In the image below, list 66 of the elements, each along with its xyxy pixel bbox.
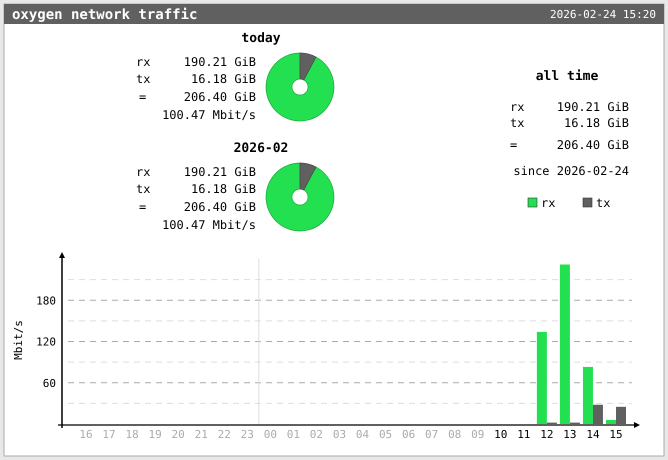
x-tick-label: 07 [425,428,438,441]
x-tick-label: 18 [125,428,139,441]
text: 190.21 GiB [556,100,629,114]
x-tick-label: 01 [286,428,300,441]
text: all time [536,69,598,84]
bar [582,366,593,424]
x-tick-label: 03 [332,428,346,441]
bar [592,404,603,424]
text: tx [510,116,524,130]
x-tick-label: 14 [586,428,600,441]
bar [560,264,570,424]
chart-title: 2026-02 [234,141,288,156]
donut-slice [266,162,334,232]
text: 100.47 Mbit/s [162,218,256,232]
text: = [139,200,146,214]
text: tx [136,72,150,86]
text: since 2026-02-24 [513,164,629,178]
donut-slice [266,52,334,122]
bar [606,420,616,424]
donut-slice [300,52,316,80]
text: 206.40 GiB [184,200,256,214]
x-tick-label: 10 [494,428,508,441]
y-tick-label: 120 [36,336,56,348]
text: 16.18 GiB [190,182,256,196]
y-axis-title: Mbit/s [12,320,25,360]
text: = [139,90,146,104]
x-tick-label: 19 [148,428,162,441]
text: 16.18 GiB [190,72,256,86]
bar [616,406,626,424]
text: 16.18 GiB [564,116,629,130]
text: rx [510,100,524,114]
x-tick-label: 20 [172,428,185,441]
text: 206.40 GiB [556,138,629,152]
text: 190.21 GiB [184,55,256,69]
text: 100.47 Mbit/s [162,108,256,122]
text: tx [136,182,150,196]
x-tick-label: 08 [448,428,462,441]
x-tick-label: 22 [218,428,231,441]
x-tick-label: 05 [378,428,392,441]
y-tick-label: 60 [42,376,56,390]
text: = [510,138,518,152]
text: rx [136,165,150,179]
x-tick-label: 23 [240,428,254,441]
text: oxygen network traffic [12,7,198,23]
x-tick-label: 12 [540,428,554,441]
text: rx [136,55,150,69]
x-tick-label: 13 [563,428,577,441]
bar [536,332,547,424]
legend-label: tx [596,196,610,210]
x-tick-label: 15 [609,428,623,441]
text: 190.21 GiB [184,165,256,179]
x-tick-label: 09 [471,428,484,441]
text: 206.40 GiB [184,90,256,104]
x-tick-label: 11 [517,428,530,441]
donut-slice [300,162,316,190]
chart-title: today [241,31,281,46]
x-tick-label: 04 [356,428,370,441]
text: 2026-02-24 15:20 [550,8,656,21]
x-tick-label: 06 [402,428,416,441]
y-tick-label: 180 [36,294,56,308]
legend-label: rx [541,196,556,210]
x-tick-label: 02 [310,428,324,441]
x-tick-label: 17 [102,428,116,441]
x-tick-label: 16 [79,428,93,441]
x-tick-label: 21 [194,428,208,441]
x-tick-label: 00 [264,428,277,441]
